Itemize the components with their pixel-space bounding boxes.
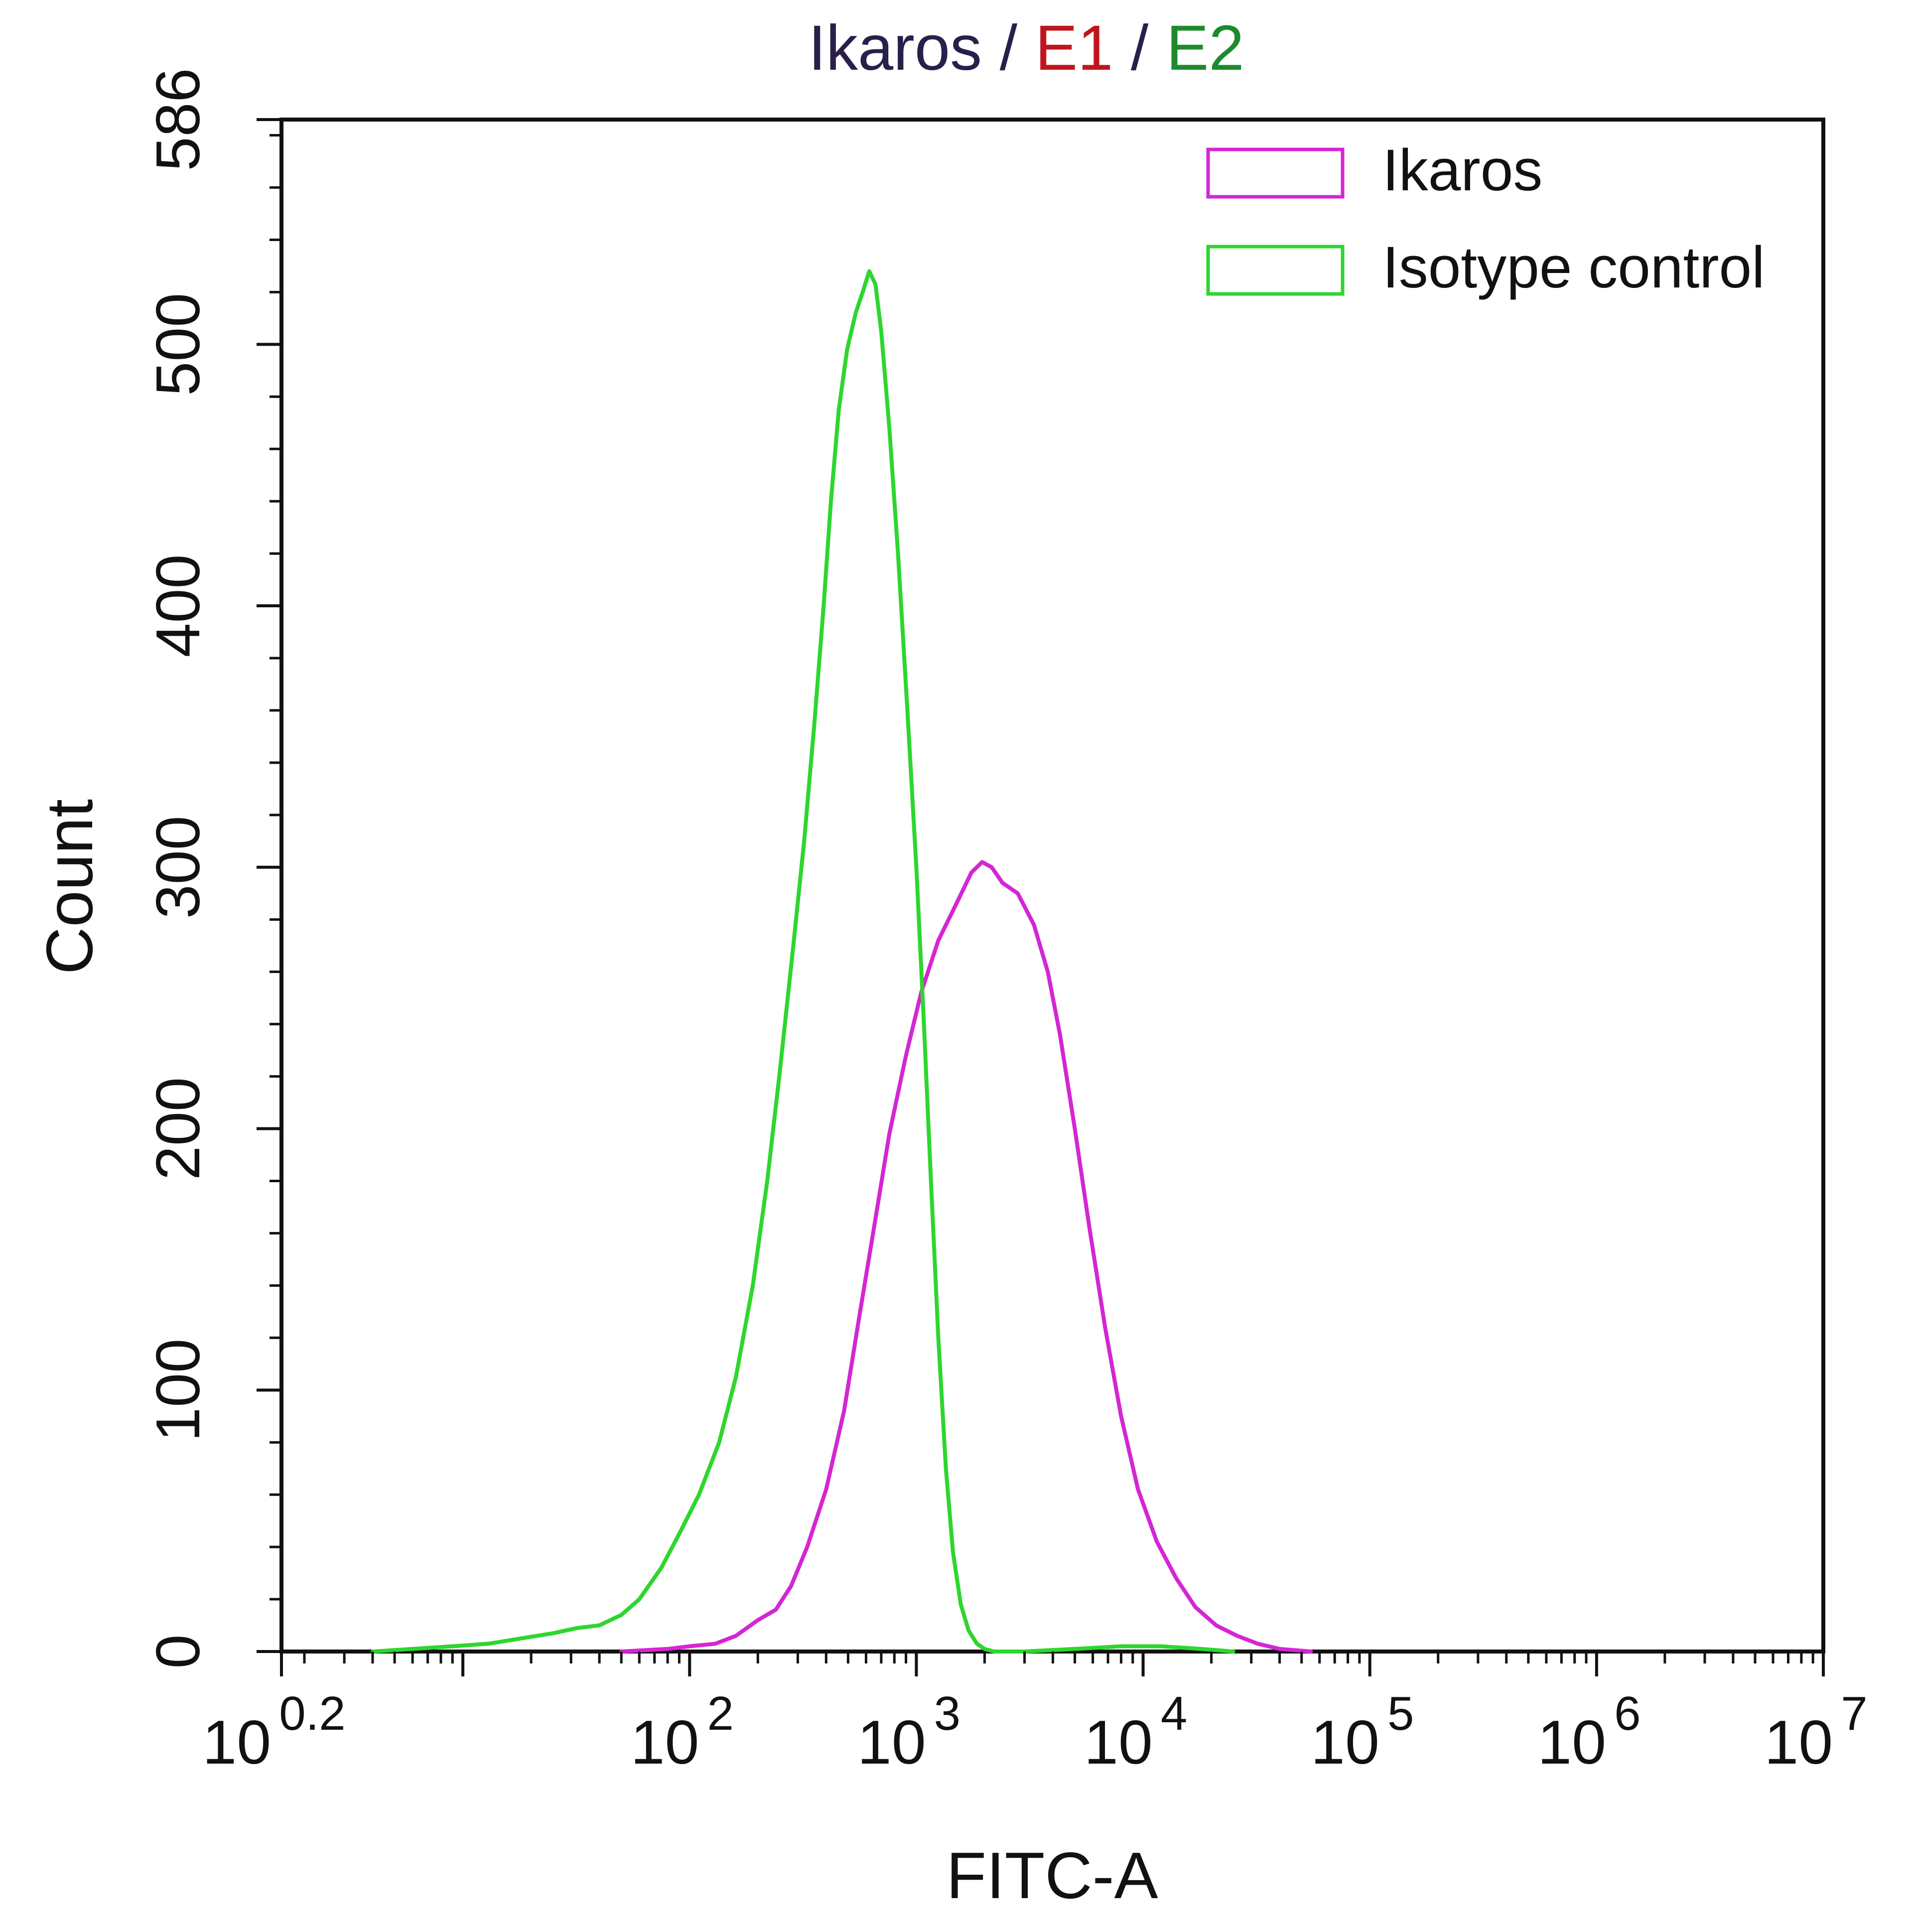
x-tick-label: 10 7 — [1764, 1687, 1867, 1777]
y-tick-label: 400 — [144, 554, 213, 658]
series-line-isotype-control — [371, 269, 1235, 1654]
y-tick-label: 100 — [144, 1339, 213, 1442]
x-tick-label: 10 0.2 — [202, 1687, 345, 1777]
x-axis: 10 0.2 10 2 10 3 10 4 10 5 10 6 10 7 — [202, 1652, 1868, 1777]
x-tick-exponent: 3 — [934, 1687, 960, 1740]
y-tick-label: 200 — [144, 1077, 213, 1180]
x-tick-base: 10 — [1764, 1708, 1833, 1777]
x-tick-exponent: 4 — [1161, 1687, 1187, 1740]
x-tick-label: 10 3 — [857, 1687, 960, 1777]
x-tick-label: 10 2 — [631, 1687, 734, 1777]
chart-title: Ikaros / E1 / E2 — [808, 12, 1244, 84]
y-tick-label: 500 — [144, 293, 213, 396]
title-part: Ikaros — [808, 12, 982, 84]
title-part: E2 — [1166, 12, 1244, 84]
y-tick-label: 0 — [144, 1635, 213, 1669]
legend-label: Isotype control — [1382, 235, 1765, 300]
title-part: / — [1113, 12, 1166, 84]
x-tick-base: 10 — [1084, 1708, 1153, 1777]
x-tick-exponent: 7 — [1841, 1687, 1867, 1740]
legend-swatch — [1206, 147, 1345, 199]
plot-area — [279, 118, 1825, 1654]
x-tick-base: 10 — [1311, 1708, 1379, 1777]
x-tick-label: 10 6 — [1537, 1687, 1640, 1777]
x-tick-label: 10 5 — [1311, 1687, 1414, 1777]
y-axis: 0 100 200 300 400 500 586 — [144, 68, 281, 1669]
x-tick-exponent: 5 — [1387, 1687, 1414, 1740]
legend-swatch — [1206, 245, 1345, 296]
x-tick-base: 10 — [1537, 1708, 1606, 1777]
title-part: E1 — [1035, 12, 1113, 84]
x-tick-exponent: 0.2 — [279, 1687, 345, 1740]
series-line-ikaros — [619, 860, 1313, 1654]
x-tick-exponent: 2 — [707, 1687, 734, 1740]
x-tick-exponent: 6 — [1614, 1687, 1640, 1740]
x-axis-label: FITC-A — [946, 1839, 1158, 1912]
plot-frame — [279, 118, 1825, 1654]
x-tick-base: 10 — [857, 1708, 926, 1777]
legend-label: Ikaros — [1382, 138, 1542, 203]
y-axis-label: Count — [33, 799, 106, 974]
y-tick-label: 300 — [144, 816, 213, 919]
x-tick-base: 10 — [202, 1708, 271, 1777]
x-tick-label: 10 4 — [1084, 1687, 1187, 1777]
title-part: / — [982, 12, 1035, 84]
legend: Ikaros Isotype control — [1206, 138, 1765, 300]
y-tick-label: 586 — [144, 68, 213, 171]
x-tick-base: 10 — [631, 1708, 699, 1777]
series-layer — [371, 269, 1313, 1654]
